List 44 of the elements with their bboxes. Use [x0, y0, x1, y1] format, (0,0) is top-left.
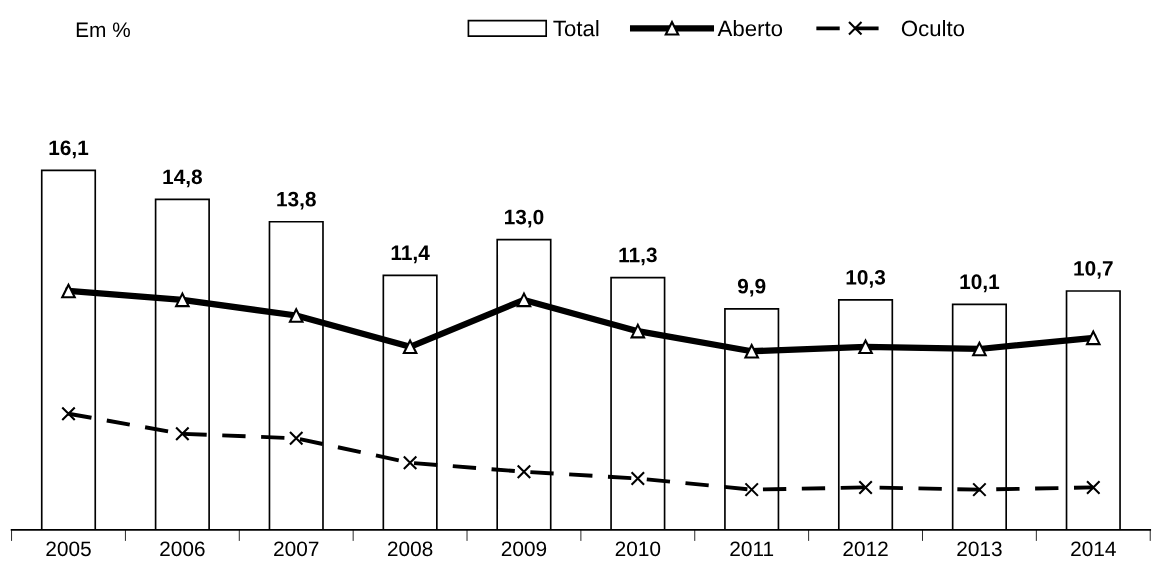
- point: [516, 464, 532, 480]
- legend-label: Total: [553, 20, 599, 37]
- point: [175, 426, 190, 442]
- text: Em %: [76, 22, 130, 38]
- point: [288, 308, 304, 323]
- data-label: 10,3: [846, 269, 886, 288]
- point: [972, 482, 987, 497]
- point: [630, 323, 646, 339]
- point: [175, 292, 190, 308]
- legend-label: Aberto: [717, 20, 783, 37]
- point: [744, 482, 759, 497]
- point: [288, 430, 304, 446]
- point: [402, 339, 418, 355]
- x-tick-label: 2012: [843, 541, 888, 557]
- x-tick-label: 2010: [615, 541, 661, 557]
- point: [61, 283, 76, 299]
- data-label: 11,4: [391, 245, 430, 264]
- point: [516, 292, 532, 308]
- x-tick-label: 2005: [46, 541, 91, 557]
- x-tick-label: 2006: [160, 541, 205, 557]
- x-tick-label: 2014: [1071, 541, 1116, 557]
- point: [858, 339, 873, 355]
- x-tick-label: 2007: [274, 541, 319, 557]
- point: [972, 341, 987, 357]
- data-label: 10,1: [960, 274, 1000, 293]
- x-tick-label: 2011: [730, 541, 774, 557]
- point: [61, 406, 76, 422]
- data-label: 11,3: [619, 247, 657, 266]
- point: [402, 455, 418, 471]
- data-label: 13,8: [277, 191, 316, 210]
- data-label: 16,1: [49, 140, 89, 159]
- x-tick-label: 2009: [501, 541, 547, 557]
- data-label: 9,9: [737, 278, 766, 297]
- legend-label: Oculto: [901, 20, 965, 37]
- point: [744, 343, 759, 359]
- data-label: 14,8: [163, 169, 202, 188]
- point: [1086, 330, 1101, 346]
- point: [630, 471, 646, 486]
- data-label: 13,0: [505, 209, 544, 228]
- point: [858, 480, 873, 495]
- point: [1086, 480, 1101, 495]
- x-tick-label: 2013: [957, 541, 1002, 557]
- x-tick-label: 2008: [387, 541, 433, 557]
- data-label: 10,7: [1074, 260, 1113, 279]
